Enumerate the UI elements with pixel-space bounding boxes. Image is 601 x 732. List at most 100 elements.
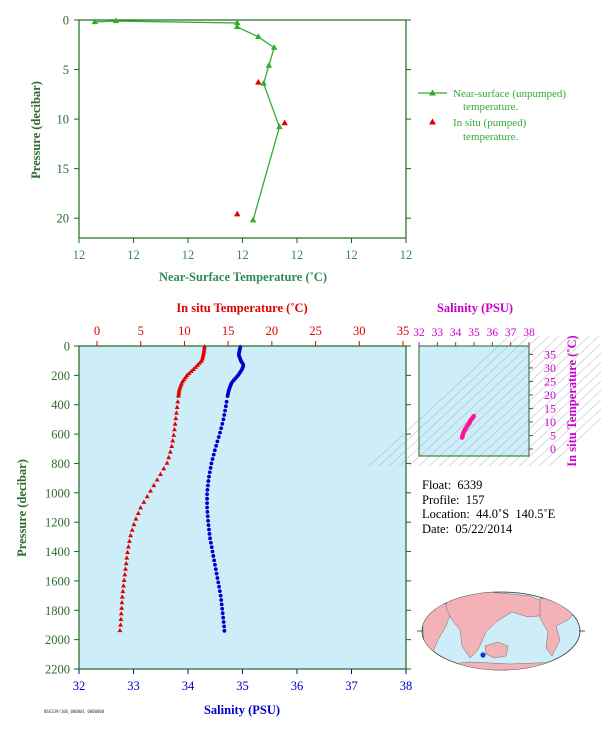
ts-salinity-tick-label: 38 xyxy=(523,327,535,339)
legend-marker-unpumped xyxy=(429,89,436,96)
salinity-point xyxy=(223,404,228,409)
ts-temp-tick-label: 5 xyxy=(550,428,556,442)
salinity-point xyxy=(224,399,229,404)
salinity-point xyxy=(205,514,210,519)
temp-axis-tick-label: 5 xyxy=(138,324,144,338)
profile-chart: 0200400600800100012001400160018002000220… xyxy=(15,301,412,717)
ts-plot-bg xyxy=(419,346,529,456)
density-contour xyxy=(488,361,601,467)
ts-point xyxy=(471,413,477,419)
salinity-point xyxy=(205,483,210,488)
salinity-point xyxy=(215,576,220,580)
salinity-point xyxy=(216,435,221,439)
float-location: Location: 44.0˚S 140.5˚E xyxy=(422,507,556,521)
profile-y-axis-title: Pressure (decibar) xyxy=(15,459,29,557)
profile-salinity-axis: 32 33 34 35 36 37 38 xyxy=(73,669,412,693)
footer-code: NS6339/106_000001 0000000 xyxy=(44,709,105,714)
density-contour xyxy=(538,408,601,467)
top-y-tick-label: 20 xyxy=(57,212,70,226)
temperature-point xyxy=(158,471,163,476)
salinity-point xyxy=(225,394,230,398)
legend-label-pumped-1: In situ (pumped) xyxy=(453,117,527,129)
salinity-point xyxy=(209,461,214,466)
temp-axis-tick-label: 0 xyxy=(94,324,100,338)
unpumped-temperature-point xyxy=(276,123,283,130)
profile-y-tick-label: 1600 xyxy=(45,574,70,588)
profile-y-tick-label: 200 xyxy=(51,369,70,383)
temperature-point xyxy=(176,387,182,392)
profile-salinity-axis-title: Salinity (PSU) xyxy=(204,703,280,717)
profile-temp-axis-title: In situ Temperature (˚C) xyxy=(176,301,307,315)
top-y-tick-label: 10 xyxy=(57,113,70,127)
temperature-point xyxy=(148,488,153,493)
temperature-point xyxy=(175,399,181,404)
ts-temp-tick-label: 20 xyxy=(544,388,556,402)
density-contour xyxy=(498,371,601,467)
top-x-axis: 12 12 12 12 12 12 12 xyxy=(73,238,412,262)
density-contour xyxy=(398,335,540,467)
top-y-tick-label: 0 xyxy=(63,14,69,28)
top-y-tick-label: 5 xyxy=(63,63,69,77)
top-x-tick-label: 12 xyxy=(73,248,86,262)
pumped-temperature-point xyxy=(281,119,288,126)
top-series-group xyxy=(91,17,288,223)
top-x-tick-label: 12 xyxy=(127,248,140,262)
unpumped-temperature-point xyxy=(112,17,120,24)
salinity-point xyxy=(222,624,226,629)
profile-y-axis: 0 200 400 600 800 1000 1200 1400 1600 1800 2000 220… xyxy=(45,340,411,677)
temperature-point xyxy=(144,493,150,499)
unpumped-temperature-point xyxy=(91,18,99,25)
unpumped-temperature-point xyxy=(270,44,278,50)
temperature-point xyxy=(129,527,135,532)
temperature-point xyxy=(193,364,199,369)
top-legend: Near-surface (unpumped) temperature. In … xyxy=(418,88,566,143)
salinity-axis-tick-label: 37 xyxy=(345,679,358,693)
salinity-point xyxy=(217,584,221,589)
legend-label-unpumped-2: temperature. xyxy=(463,101,519,113)
temperature-point xyxy=(174,410,179,415)
temperature-point xyxy=(172,421,178,426)
ts-density-contours xyxy=(368,335,601,467)
pumped-temperature-point xyxy=(255,78,262,85)
profile-temp-axis: 0 5 10 15 20 25 30 35 xyxy=(94,324,409,346)
temperature-point xyxy=(200,352,206,357)
temperature-point xyxy=(167,449,173,454)
unpumped-temperature-point xyxy=(265,61,273,68)
temp-axis-tick-label: 25 xyxy=(309,324,322,338)
profile-y-tick-label: 1000 xyxy=(45,486,70,500)
density-contour xyxy=(378,335,520,467)
ts-temp-tick-label: 15 xyxy=(544,401,556,415)
salinity-axis-tick-label: 36 xyxy=(291,679,304,693)
temperature-point xyxy=(151,482,157,488)
unpumped-temperature-point xyxy=(255,33,262,40)
temperature-profile xyxy=(117,344,207,633)
density-contour xyxy=(458,335,600,467)
unpumped-temperature-line xyxy=(94,20,281,221)
salinity-point xyxy=(210,549,215,554)
profile-y-tick-label: 1400 xyxy=(45,545,70,559)
temperature-point xyxy=(171,432,177,437)
salinity-point xyxy=(211,554,216,558)
temperature-point xyxy=(154,477,160,482)
temperature-point xyxy=(201,348,207,353)
temperature-point xyxy=(164,460,170,465)
salinity-point xyxy=(216,580,221,585)
top-y-axis: 0 5 10 15 20 xyxy=(57,14,411,226)
temperature-point xyxy=(131,521,137,527)
top-x-tick-label: 12 xyxy=(291,248,304,262)
salinity-profile xyxy=(205,344,246,633)
profile-plot-frame xyxy=(78,345,407,670)
salinity-point xyxy=(211,452,216,457)
float-info: Float: 6339 Profile: 157 Location: 44.0˚… xyxy=(422,478,555,536)
temp-axis-tick-label: 15 xyxy=(222,324,235,338)
density-contour xyxy=(548,417,601,467)
salinity-point xyxy=(221,615,226,620)
ts-temp-tick-label: 35 xyxy=(544,347,556,361)
temperature-point xyxy=(121,583,126,588)
ts-temp-tick-label: 25 xyxy=(544,374,556,388)
salinity-point xyxy=(222,413,227,417)
ts-salinity-tick-label: 36 xyxy=(487,327,499,339)
ts-temp-title: In situ Temperature (˚C) xyxy=(565,335,579,466)
